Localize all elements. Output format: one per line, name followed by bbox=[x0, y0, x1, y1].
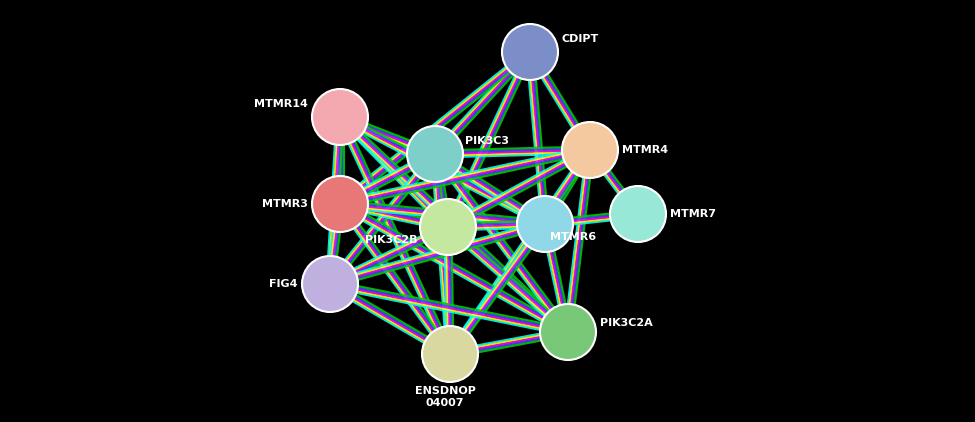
Text: CDIPT: CDIPT bbox=[562, 34, 600, 44]
Text: ENSDNOP
04007: ENSDNOP 04007 bbox=[414, 386, 476, 408]
Circle shape bbox=[570, 130, 609, 170]
Circle shape bbox=[321, 97, 360, 137]
Text: MTMR7: MTMR7 bbox=[670, 209, 716, 219]
Circle shape bbox=[415, 134, 454, 173]
Circle shape bbox=[540, 304, 596, 360]
Circle shape bbox=[562, 122, 618, 178]
Circle shape bbox=[502, 24, 558, 80]
Text: MTMR6: MTMR6 bbox=[550, 232, 596, 242]
Text: PIK3C2A: PIK3C2A bbox=[600, 318, 652, 328]
Circle shape bbox=[430, 334, 470, 373]
Circle shape bbox=[321, 184, 360, 224]
Text: MTMR14: MTMR14 bbox=[254, 99, 308, 109]
Circle shape bbox=[548, 312, 588, 352]
Text: MTMR3: MTMR3 bbox=[262, 199, 308, 209]
Circle shape bbox=[428, 207, 468, 246]
Text: FIG4: FIG4 bbox=[269, 279, 298, 289]
Circle shape bbox=[312, 89, 368, 145]
Circle shape bbox=[302, 256, 358, 312]
Text: MTMR4: MTMR4 bbox=[622, 145, 668, 155]
Circle shape bbox=[407, 126, 463, 182]
Circle shape bbox=[310, 265, 350, 303]
Circle shape bbox=[517, 196, 573, 252]
Circle shape bbox=[420, 199, 476, 255]
Circle shape bbox=[422, 326, 478, 382]
Circle shape bbox=[510, 32, 550, 72]
Circle shape bbox=[610, 186, 666, 242]
Text: PIK3C3: PIK3C3 bbox=[465, 136, 509, 146]
Circle shape bbox=[618, 195, 657, 234]
Text: PIK3C2B: PIK3C2B bbox=[366, 235, 418, 245]
Circle shape bbox=[526, 204, 565, 243]
Circle shape bbox=[312, 176, 368, 232]
